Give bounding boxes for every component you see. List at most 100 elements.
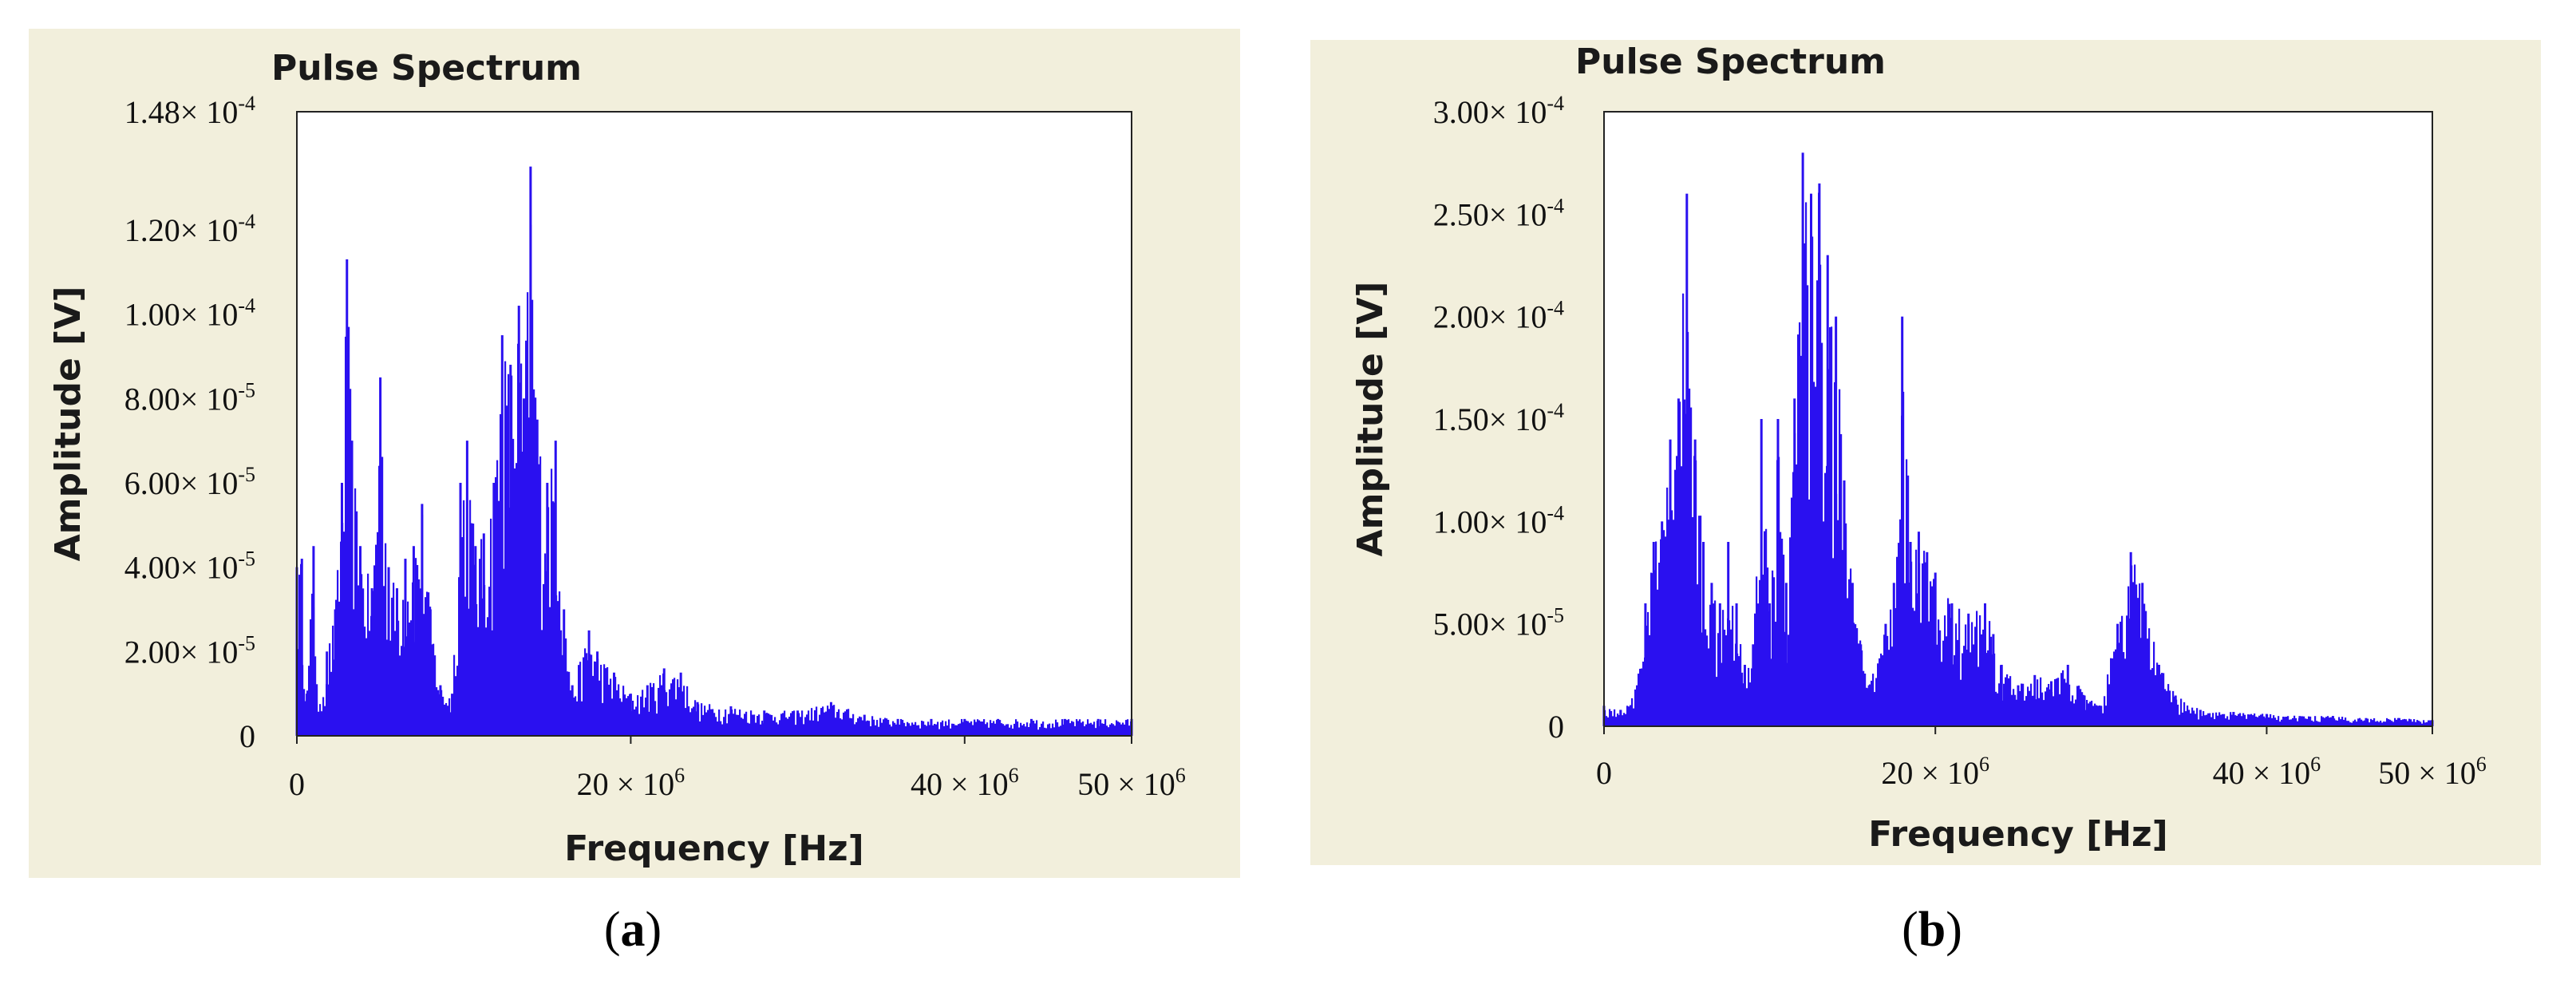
spectrum-bar bbox=[2041, 692, 2044, 726]
spectrum-peak bbox=[1685, 193, 1689, 726]
spectrum-peak bbox=[829, 702, 832, 736]
spectrum-bar bbox=[1906, 459, 1908, 726]
spectrum-bar bbox=[1783, 554, 1785, 726]
spectrum-bar bbox=[2364, 720, 2366, 726]
spectrum-bar bbox=[2123, 652, 2125, 726]
spectrum-bar bbox=[1073, 721, 1075, 736]
spectrum-bar bbox=[1015, 719, 1017, 736]
spectrum-bar bbox=[611, 698, 614, 736]
spectrum-bar bbox=[1741, 672, 1744, 726]
spectrum-bar bbox=[2244, 714, 2246, 726]
spectrum-bar bbox=[1100, 719, 1102, 736]
spectrum-bar bbox=[849, 717, 851, 736]
spectrum-bar bbox=[1807, 285, 1809, 726]
spectrum-bar bbox=[417, 564, 419, 736]
spectrum-bar bbox=[718, 709, 721, 736]
spectrum-bar bbox=[1606, 716, 1608, 726]
spectrum-bar bbox=[579, 662, 582, 736]
spectrum-bar bbox=[453, 654, 456, 736]
spectrum-bar bbox=[2096, 705, 2098, 726]
spectrum-bar bbox=[2286, 716, 2288, 726]
spectrum-peak bbox=[2365, 717, 2368, 726]
spectrum-bar bbox=[1081, 722, 1083, 736]
spectrum-bar bbox=[1939, 630, 1942, 726]
spectrum-bar bbox=[350, 389, 352, 736]
spectrum-peak bbox=[997, 718, 1000, 736]
spectrum-bar bbox=[1117, 721, 1120, 736]
spectrum-bar bbox=[2145, 611, 2147, 726]
spectrum-peak bbox=[523, 398, 526, 736]
spectrum-bar bbox=[415, 558, 417, 736]
spectrum-bar bbox=[803, 724, 805, 736]
spectrum-bar bbox=[1941, 662, 1943, 726]
spectrum-bar bbox=[594, 661, 596, 736]
spectrum-bar bbox=[993, 721, 995, 736]
spectrum-bar bbox=[2140, 638, 2143, 726]
spectrum-bar bbox=[843, 712, 845, 736]
spectrum-bar bbox=[1954, 655, 1956, 726]
spectrum-bar bbox=[1789, 537, 1792, 726]
spectrum-bar bbox=[2250, 713, 2253, 726]
spectrum-bar bbox=[2110, 658, 2112, 726]
spectrum-bar bbox=[1850, 568, 1852, 726]
y-tick-label: 2.50× 10-4 bbox=[1433, 194, 1564, 232]
spectrum-bar bbox=[1633, 708, 1635, 726]
spectrum-bar bbox=[2228, 719, 2230, 726]
spectrum-bar bbox=[1721, 662, 1723, 726]
spectrum-bar bbox=[667, 706, 670, 736]
spectrum-bar bbox=[669, 689, 671, 736]
spectrum-bar bbox=[2412, 721, 2414, 726]
spectrum-bar bbox=[2161, 673, 2163, 726]
spectrum-bar bbox=[2163, 673, 2165, 726]
spectrum-bar bbox=[1970, 652, 1972, 726]
spectrum-peak bbox=[412, 546, 415, 736]
spectrum-bar bbox=[2306, 718, 2309, 726]
spectrum-peak bbox=[1851, 583, 1854, 726]
spectrum-bar bbox=[1813, 381, 1815, 726]
spectrum-bar bbox=[622, 686, 625, 736]
spectrum-peak bbox=[358, 546, 362, 736]
spectrum-bar bbox=[479, 559, 481, 736]
spectrum-bar bbox=[1006, 724, 1008, 736]
spectrum-bar bbox=[1864, 673, 1867, 726]
spectrum-bar bbox=[614, 677, 617, 736]
spectrum-bar bbox=[1069, 723, 1072, 736]
spectrum-bar bbox=[2025, 696, 2028, 726]
spectrum-bar bbox=[903, 722, 906, 736]
spectrum-bar bbox=[2234, 715, 2237, 726]
spectrum-bar bbox=[929, 725, 931, 736]
spectrum-bar bbox=[535, 397, 537, 736]
spectrum-bar bbox=[562, 654, 564, 736]
y-tick-label: 1.48× 10-4 bbox=[124, 92, 255, 130]
spectrum-bar bbox=[1923, 551, 1926, 726]
spectrum-bar bbox=[1093, 721, 1096, 736]
spectrum-bar bbox=[994, 723, 997, 736]
spectrum-bar bbox=[431, 644, 433, 736]
spectrum-bar bbox=[1716, 677, 1718, 726]
spectrum-bar bbox=[1925, 562, 1927, 726]
spectrum-bar bbox=[377, 532, 379, 736]
spectrum-bar bbox=[824, 712, 826, 736]
spectrum-peak bbox=[1652, 542, 1655, 726]
spectrum-peak bbox=[2265, 713, 2268, 726]
spectrum-bar bbox=[749, 723, 751, 736]
spectrum-bar bbox=[916, 725, 919, 736]
spectrum-bar bbox=[1730, 629, 1732, 726]
spectrum-peak bbox=[1702, 542, 1705, 726]
spectrum-bar bbox=[1872, 674, 1875, 726]
spectrum-bar bbox=[804, 717, 807, 736]
spectrum-bar bbox=[2270, 713, 2272, 726]
spectrum-bar bbox=[1987, 650, 1989, 726]
spectrum-bar bbox=[445, 702, 448, 736]
y-tick-label: 1.50× 10-4 bbox=[1433, 399, 1564, 437]
spectrum-peak bbox=[1843, 480, 1846, 726]
spectrum-bar bbox=[2317, 721, 2320, 726]
spectrum-bar bbox=[1626, 706, 1629, 726]
spectrum-bar bbox=[1733, 660, 1736, 726]
spectrum-bar bbox=[2333, 718, 2336, 726]
spectrum-bar bbox=[643, 707, 646, 736]
spectrum-bar bbox=[1957, 639, 1959, 726]
spectrum-bar bbox=[442, 697, 444, 736]
y-axis-label: Amplitude [V] bbox=[1350, 282, 1391, 557]
spectrum-bar bbox=[1799, 322, 1801, 726]
